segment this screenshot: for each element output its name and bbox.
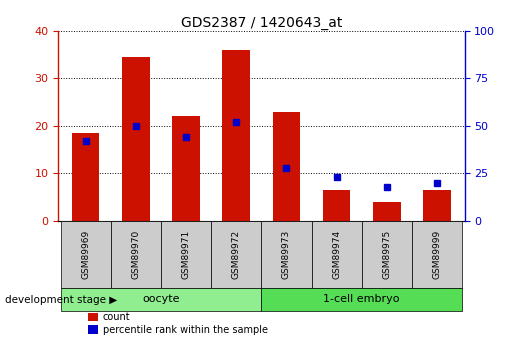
- Text: GSM89970: GSM89970: [131, 230, 140, 279]
- Bar: [312, 221, 362, 288]
- Bar: [262, 288, 462, 310]
- Bar: [373, 202, 400, 221]
- Text: GSM89999: GSM89999: [432, 230, 441, 279]
- Text: GSM89972: GSM89972: [232, 230, 241, 279]
- Text: 1-cell embryo: 1-cell embryo: [324, 294, 400, 304]
- Bar: [72, 133, 99, 221]
- Text: GSM89971: GSM89971: [182, 230, 190, 279]
- Bar: [362, 221, 412, 288]
- Bar: [122, 57, 149, 221]
- Bar: [222, 50, 250, 221]
- Text: GSM89974: GSM89974: [332, 230, 341, 279]
- Bar: [111, 221, 161, 288]
- Bar: [61, 221, 111, 288]
- Bar: [423, 190, 451, 221]
- Bar: [262, 221, 312, 288]
- Text: GSM89975: GSM89975: [382, 230, 391, 279]
- Bar: [412, 221, 462, 288]
- Text: GSM89973: GSM89973: [282, 230, 291, 279]
- Legend: count, percentile rank within the sample: count, percentile rank within the sample: [88, 312, 268, 335]
- Bar: [211, 221, 262, 288]
- Text: development stage ▶: development stage ▶: [5, 295, 117, 305]
- Text: oocyte: oocyte: [142, 294, 180, 304]
- Bar: [161, 221, 211, 288]
- Bar: [61, 288, 262, 310]
- Bar: [273, 112, 300, 221]
- Text: GSM89969: GSM89969: [81, 230, 90, 279]
- Title: GDS2387 / 1420643_at: GDS2387 / 1420643_at: [181, 16, 342, 30]
- Bar: [172, 117, 200, 221]
- Bar: [323, 190, 350, 221]
